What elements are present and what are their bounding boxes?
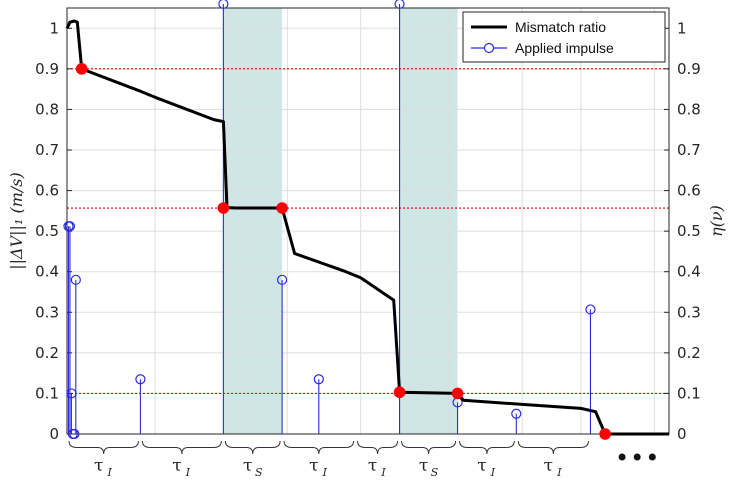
interval-label-sub: I [185,466,191,479]
interval-brace [224,440,281,455]
interval-label: τ [243,456,252,476]
tick-label-right: 0.2 [677,344,701,362]
tick-label-right: 0.8 [677,100,701,118]
red-marker [451,387,464,400]
impulse-marker [218,0,229,10]
shaded-interval [399,8,458,434]
tick-label-left: 0.9 [35,60,59,78]
legend-label: Mismatch ratio [515,19,606,35]
impulse-marker [70,274,81,285]
impulse-marker [511,408,522,419]
y-axis-label-right: η(ν) [707,205,726,237]
tick-label-right: 0.3 [677,303,701,321]
mismatch-line [65,19,669,436]
shaded-interval [223,8,283,434]
interval-label-sub: I [322,466,328,479]
red-marker [75,63,88,75]
interval-brace [517,440,589,455]
tick-label-right: 0.9 [677,60,701,78]
impulse-marker [69,428,80,440]
tick-label-left: 0.1 [35,384,59,402]
interval-label: τ [544,456,553,476]
interval-brace [283,440,355,455]
interval-brace [459,440,515,455]
legend-box [462,11,666,63]
tick-label-right: 0 [677,425,687,443]
interval-brace [401,440,457,455]
impulse-marker [277,274,288,285]
plot-frame [66,7,670,435]
interval-brace [68,440,139,455]
interval-label: τ [309,456,318,476]
tick-label-right: 0.5 [677,222,701,240]
red-markers [75,63,611,440]
red-marker [276,202,288,214]
impulse-marker [135,374,146,385]
tick-label-right: 0.7 [677,141,701,159]
red-marker [217,202,230,214]
tick-label-left: 0 [49,425,59,443]
interval-label-sub: I [380,466,386,479]
tick-label-left: 0.5 [35,222,59,240]
red-marker [393,386,406,399]
tick-label-left: 0.2 [35,344,59,362]
interval-label-sub: S [431,466,439,479]
interval-label: τ [419,456,428,476]
ellipsis: ••• [615,444,660,472]
reference-lines [67,68,669,435]
legend-marker-impulse [483,42,495,54]
tick-label-left: 0.8 [35,100,59,118]
tick-label-left: 0.7 [35,141,59,159]
impulse-marker [585,304,596,315]
tick-label-left: 0.6 [35,182,59,200]
ticks: 0 0 0.1 0.1 0.2 0.2 0.3 0.3 0.4 0.4 0.5 0.5 0.6 0.6 0.… [35,19,701,443]
mismatch-series [65,19,669,436]
tick-label-right: 0.4 [677,263,701,281]
interval-label-sub: I [556,466,562,479]
impulse-marker [64,221,76,232]
grid [67,8,669,435]
interval-label-sub: S [255,466,263,479]
interval-brace [141,440,222,455]
interval-label-sub: I [490,466,496,479]
legend: Mismatch ratio Applied impulse [462,11,666,63]
interval-label: τ [172,456,181,476]
interval-label: τ [368,456,377,476]
interval-label-sub: I [107,466,113,479]
tick-label-left: 0.4 [35,263,59,281]
impulse-series [63,0,596,440]
tick-label-right: 0.6 [677,182,701,200]
legend-label: Applied impulse [515,40,614,56]
interval-label: τ [94,456,103,476]
tick-label-right: 1 [677,19,687,37]
interval-brace [357,440,399,455]
interval-label: τ [477,456,486,476]
y-axis-label-left: ||ΔV||₁ (m/s) [7,172,26,269]
red-marker [599,428,611,440]
tick-label-right: 0.1 [677,384,701,402]
shaded-regions [223,8,458,434]
impulse-marker [394,0,405,10]
tick-label-left: 1 [49,19,59,37]
tick-label-left: 0.3 [35,303,59,321]
impulse-marker [313,374,324,385]
